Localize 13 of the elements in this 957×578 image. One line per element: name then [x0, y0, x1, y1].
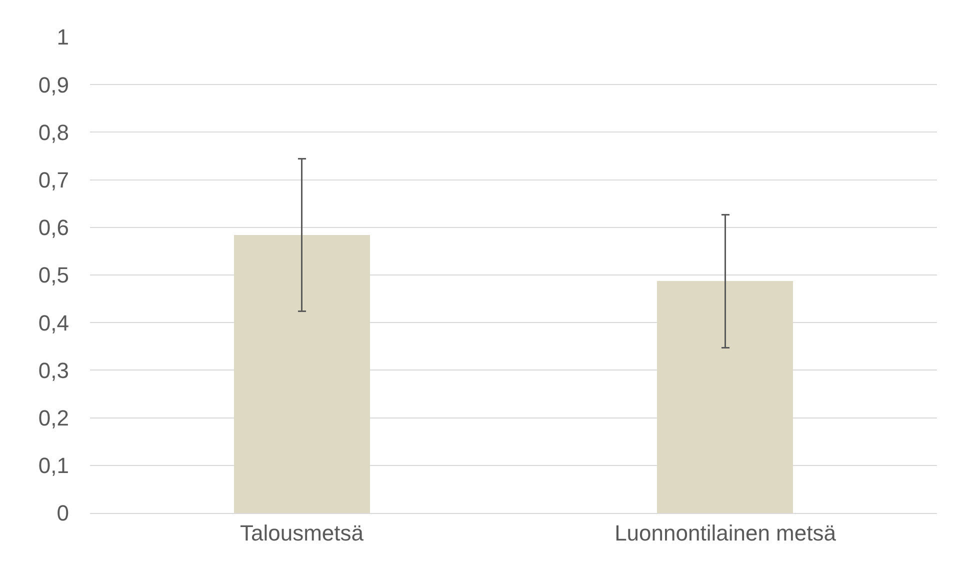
x-tick-label: Talousmetsä: [240, 520, 364, 546]
y-tick-label: 0,2: [38, 406, 69, 430]
y-tick-label: 0,1: [38, 453, 69, 478]
y-tick-label: 0,9: [38, 72, 69, 98]
y-tick-label: 0,5: [38, 262, 69, 288]
y-tick-label: 0: [56, 500, 69, 526]
y-tick-label: 1: [56, 24, 69, 50]
y-tick-label: 0,7: [38, 168, 69, 192]
y-tick-label: 0,4: [38, 310, 69, 336]
x-tick-label: Luonnontilainen metsä: [614, 520, 837, 546]
y-tick-label: 0,6: [38, 215, 69, 240]
y-tick-label: 0,3: [38, 358, 69, 383]
y-tick-label: 0,8: [38, 120, 69, 145]
